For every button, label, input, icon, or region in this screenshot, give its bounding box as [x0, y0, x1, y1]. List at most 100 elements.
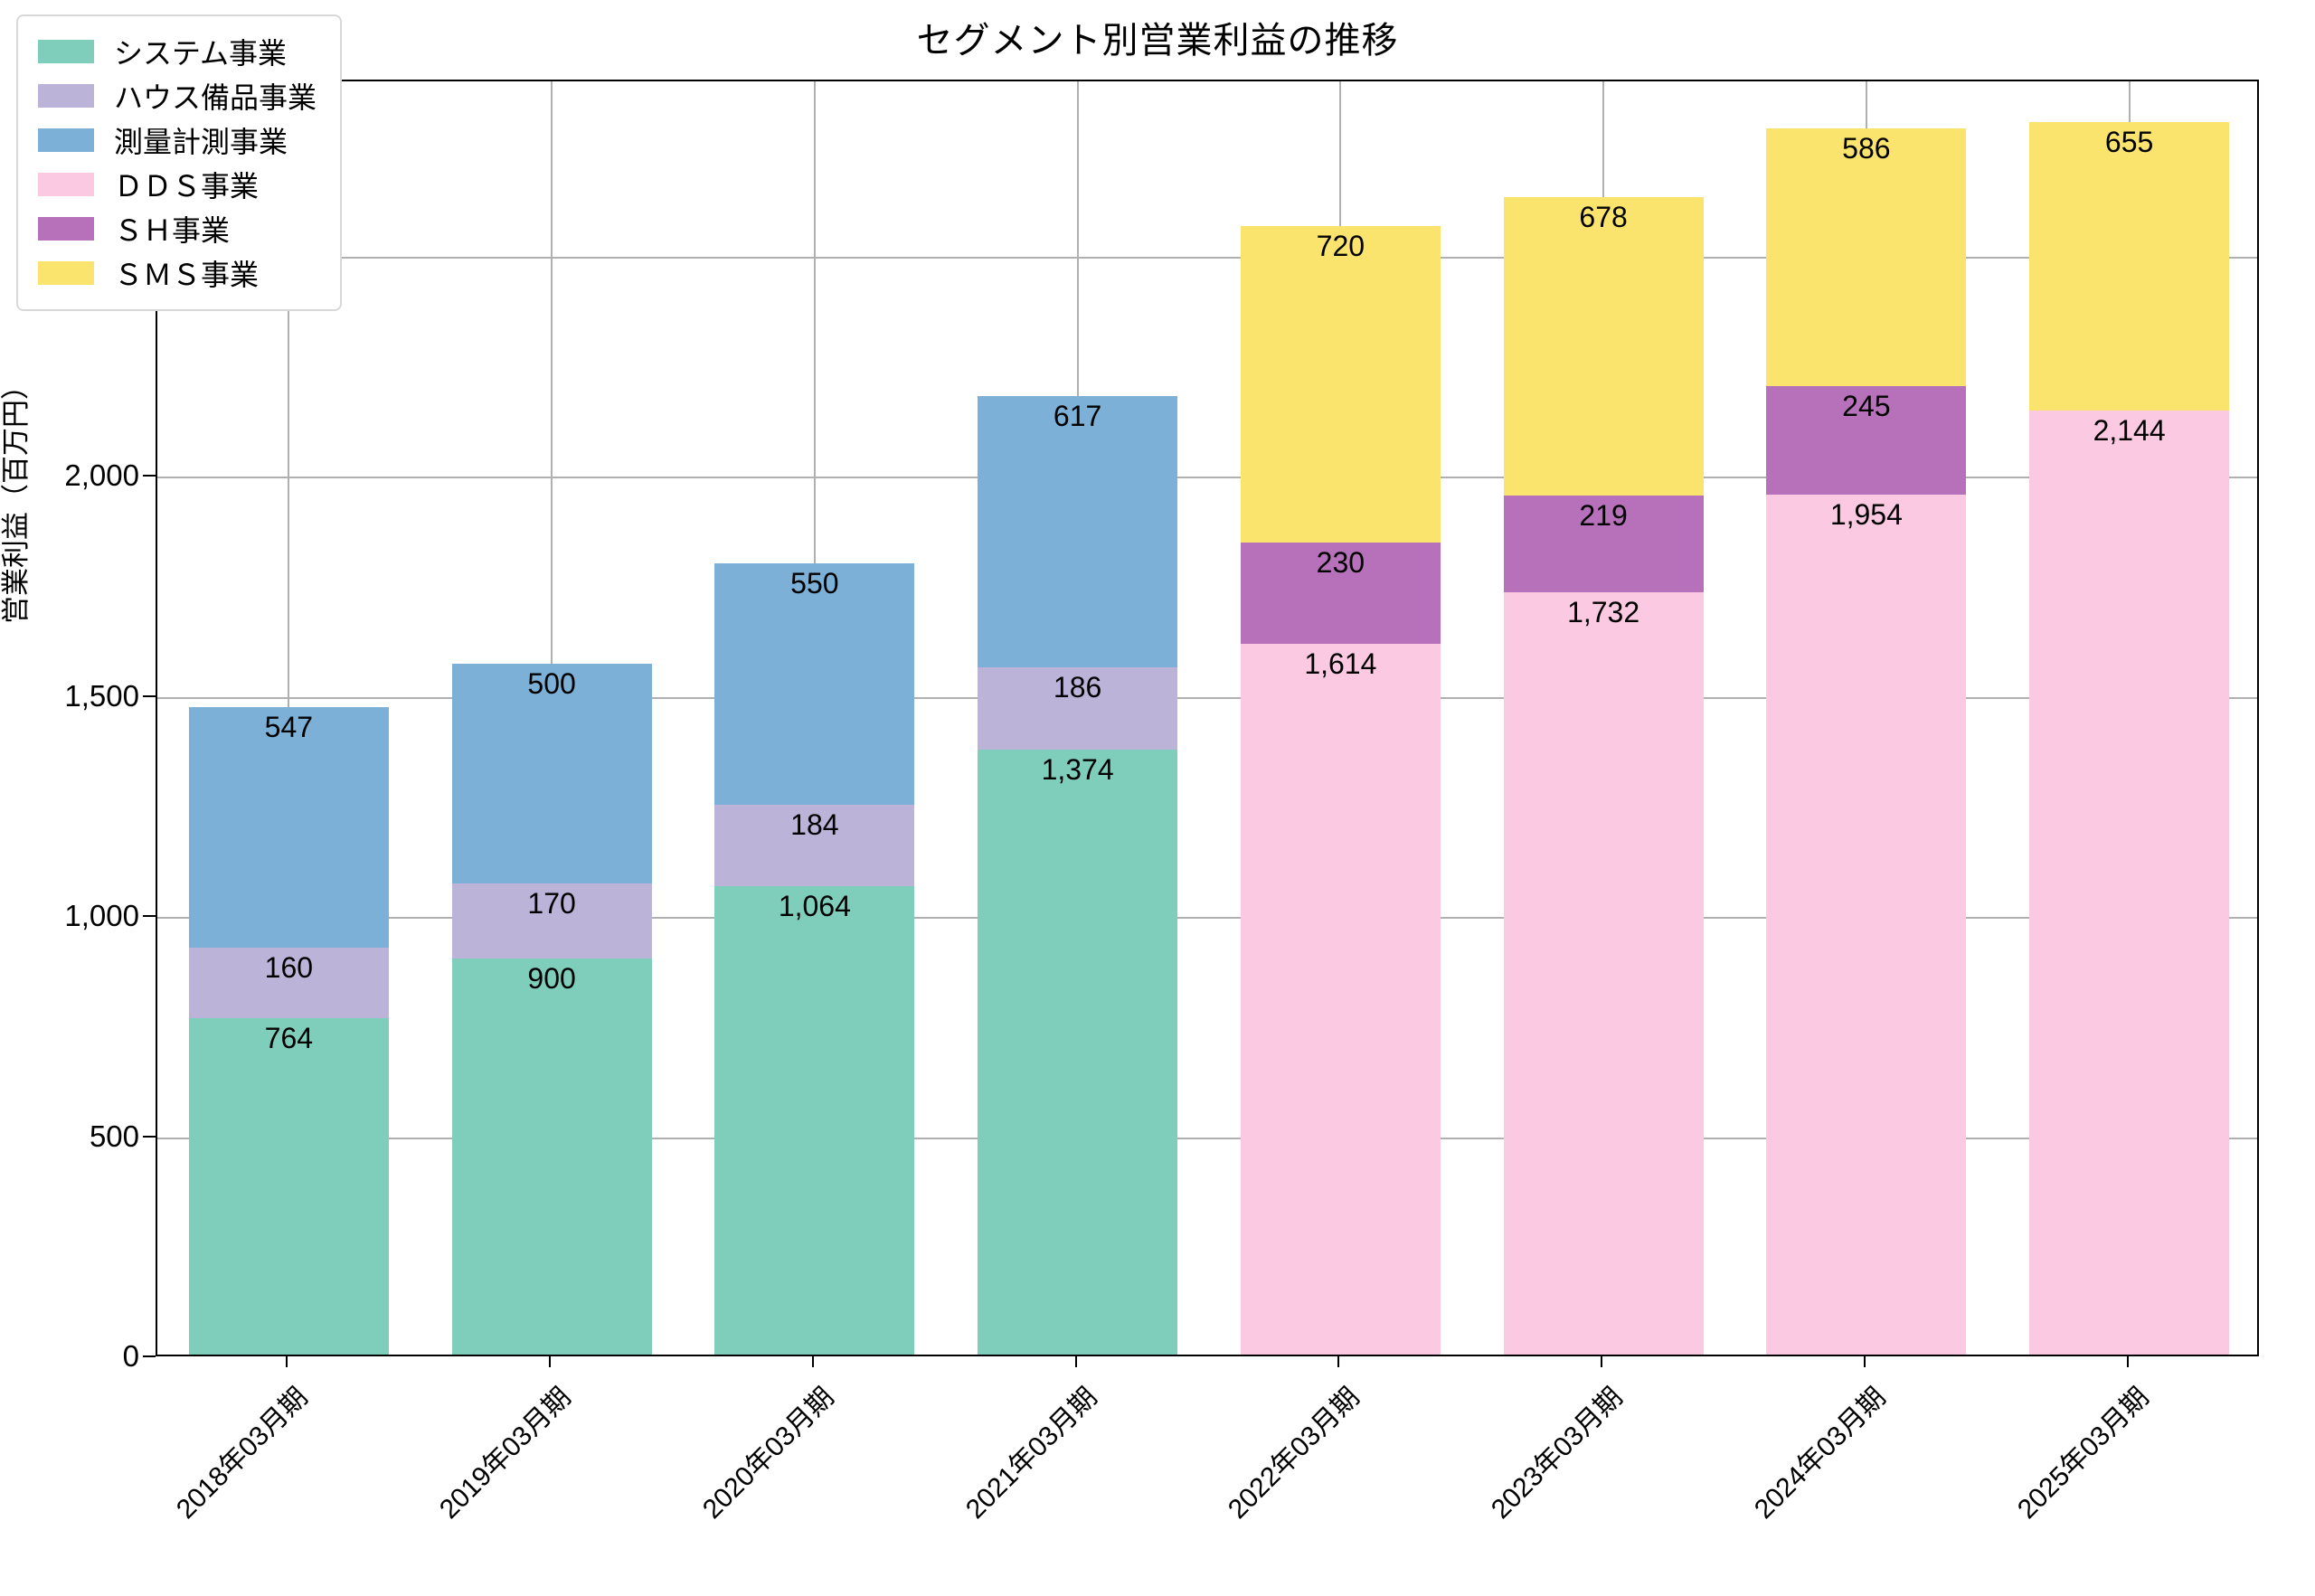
legend-item-label: ＳＭＳ事業 [114, 258, 260, 291]
bar-value-label: 2,144 [2093, 414, 2166, 448]
legend-item[interactable]: システム事業 [38, 29, 317, 73]
x-tick-mark [1863, 1356, 1866, 1367]
legend-item[interactable]: ＤＤＳ事業 [38, 162, 317, 206]
bar-value-label: 550 [790, 566, 839, 600]
legend-item[interactable]: 測量計測事業 [38, 118, 317, 162]
bar-segment[interactable]: 655 [2029, 122, 2230, 411]
x-tick-mark [286, 1356, 288, 1367]
bar-segment[interactable]: 900 [451, 958, 652, 1355]
y-tick-label: 1,500 [64, 678, 139, 713]
legend-item-label: ＤＤＳ事業 [114, 169, 260, 203]
bar-segment[interactable]: 586 [1766, 127, 1967, 387]
legend-item-label: ＳＨ事業 [114, 213, 231, 247]
chart-title: セグメント別営業利益の推移 [916, 21, 1399, 61]
bar-stack[interactable]: 1,064 184 550 [714, 81, 915, 1355]
bar-segment[interactable]: 230 [1240, 543, 1441, 645]
plot-inner: 764 160 547 900 170 500 1,064 184 550 1,374 186 617… [157, 81, 2257, 1355]
legend-item-label: 測量計測事業 [114, 125, 288, 158]
x-tick-mark [549, 1356, 552, 1367]
y-tick-label: 2,000 [64, 458, 139, 493]
bar-stack[interactable]: 1,374 186 617 [978, 81, 1178, 1355]
gridline-horizontal [157, 917, 2257, 920]
legend-item[interactable]: ＳＨ事業 [38, 206, 317, 250]
bar-stack[interactable]: 1,732 219 678 [1503, 81, 1704, 1355]
bar-value-label: 1,064 [778, 889, 851, 922]
legend-swatch-icon [38, 172, 94, 196]
bar-segment[interactable]: 1,732 [1503, 591, 1704, 1355]
bar-segment[interactable]: 1,374 [978, 750, 1178, 1355]
bar-segment[interactable]: 219 [1503, 496, 1704, 592]
bar-segment[interactable]: 245 [1766, 386, 1967, 495]
gridline-horizontal [157, 256, 2257, 259]
x-tick-label: 2023年03月期 [1486, 1382, 1629, 1525]
y-tick-mark [143, 694, 156, 697]
y-tick-label: 500 [89, 1119, 139, 1153]
bar-segment[interactable]: 170 [451, 883, 652, 959]
gridline-horizontal [157, 696, 2257, 699]
x-tick-mark [2126, 1356, 2129, 1367]
bar-segment[interactable]: 160 [188, 948, 389, 1018]
bar-stack[interactable]: 1,614 230 720 [1240, 81, 1441, 1355]
bar-segment[interactable]: 678 [1503, 196, 1704, 496]
y-tick-mark [143, 1355, 156, 1357]
x-tick-label: 2021年03月期 [959, 1382, 1103, 1525]
y-tick-label: 0 [122, 1339, 139, 1373]
bar-segment[interactable]: 547 [188, 706, 389, 949]
legend-item[interactable]: ＳＭＳ事業 [38, 250, 317, 295]
bar-value-label: 1,732 [1567, 595, 1640, 628]
bar-segment[interactable]: 617 [978, 396, 1178, 668]
bar-stack[interactable]: 1,954 245 586 [1766, 81, 1967, 1355]
bar-value-label: 720 [1316, 229, 1365, 262]
x-tick-label: 2019年03月期 [434, 1382, 577, 1525]
legend-swatch-icon [38, 216, 94, 241]
bar-value-label: 617 [1053, 400, 1102, 433]
bar-value-label: 1,954 [1829, 497, 1903, 531]
chart-legend: システム事業 ハウス備品事業 測量計測事業 ＤＤＳ事業 ＳＨ事業 ＳＭＳ事業 [16, 14, 343, 311]
legend-item[interactable]: ハウス備品事業 [38, 73, 317, 118]
bar-segment[interactable]: 764 [188, 1018, 389, 1355]
bar-segment[interactable]: 1,954 [1766, 494, 1967, 1355]
bar-stack[interactable]: 2,144 655 [2029, 81, 2230, 1355]
x-tick-mark [1337, 1356, 1340, 1367]
bar-segment[interactable]: 1,064 [714, 885, 915, 1355]
y-tick-mark [143, 1135, 156, 1138]
bar-segment[interactable]: 550 [714, 562, 915, 806]
bar-segment[interactable]: 2,144 [2029, 411, 2230, 1355]
x-tick-label: 2025年03月期 [2011, 1382, 2155, 1525]
bar-segment[interactable]: 720 [1240, 225, 1441, 543]
legend-swatch-icon [38, 260, 94, 285]
bar-value-label: 186 [1053, 671, 1102, 704]
bar-value-label: 1,374 [1041, 753, 1114, 786]
legend-item-label: ハウス備品事業 [114, 80, 317, 114]
bar-value-label: 245 [1842, 390, 1891, 423]
bar-value-label: 678 [1579, 200, 1628, 233]
bar-value-label: 1,614 [1304, 647, 1377, 681]
chart-figure: セグメント別営業利益の推移 営業利益（百万円） 0 500 1,000 1,500 2,… [0, 14, 2259, 1525]
legend-swatch-icon [38, 83, 94, 108]
bar-stack[interactable]: 900 170 500 [451, 81, 652, 1355]
y-tick-mark [143, 475, 156, 477]
x-tick-label: 2020年03月期 [696, 1382, 840, 1525]
bar-segment[interactable]: 184 [714, 805, 915, 886]
bar-segment[interactable]: 1,614 [1240, 644, 1441, 1355]
x-tick-mark [1601, 1356, 1603, 1367]
bar-value-label: 586 [1842, 131, 1891, 165]
bar-value-label: 547 [264, 710, 314, 743]
y-axis-title: 営業利益（百万円） [0, 372, 32, 624]
bar-value-label: 219 [1579, 499, 1628, 533]
x-tick-label: 2018年03月期 [171, 1382, 315, 1525]
gridline-horizontal [157, 1137, 2257, 1139]
plot-area: 764 160 547 900 170 500 1,064 184 550 1,374 186 617… [156, 80, 2259, 1356]
y-tick-mark [143, 915, 156, 918]
x-tick-mark [811, 1356, 814, 1367]
gridline-horizontal [157, 477, 2257, 479]
legend-item-label: システム事業 [114, 36, 288, 70]
x-tick-mark [1074, 1356, 1077, 1367]
bar-value-label: 170 [527, 887, 576, 921]
bar-value-label: 655 [2104, 126, 2154, 159]
bar-segment[interactable]: 500 [451, 663, 652, 883]
bar-value-label: 184 [790, 808, 839, 842]
y-tick-label: 1,000 [64, 899, 139, 933]
x-tick-label: 2024年03月期 [1748, 1382, 1892, 1525]
bar-segment[interactable]: 186 [978, 667, 1178, 750]
